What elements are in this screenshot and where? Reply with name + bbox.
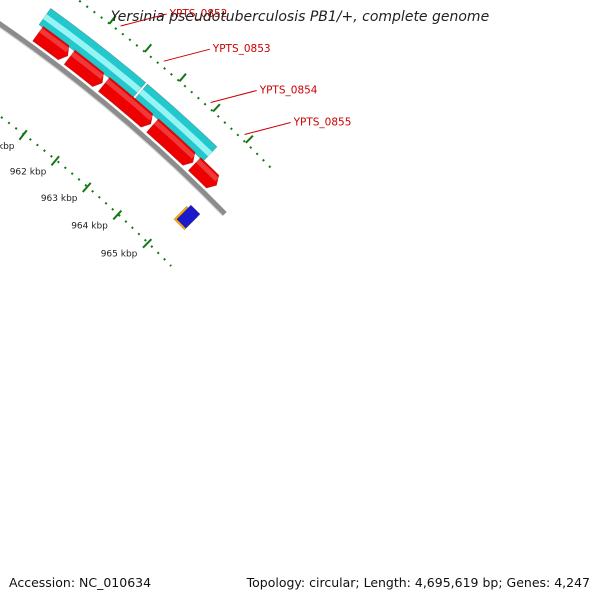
ruler-tick	[142, 238, 153, 249]
ruler-tick	[144, 43, 153, 53]
genome-backbone-highlight	[0, 27, 224, 217]
gene-label[interactable]: YPTS_0853	[212, 43, 271, 55]
ruler-tick	[50, 155, 60, 167]
gene-feature-highlight	[43, 14, 142, 93]
ruler-tick	[212, 103, 221, 113]
genome-summary-text: Topology: circular; Length: 4,695,619 bp…	[246, 575, 590, 590]
gene-YPTS_0855[interactable]	[187, 157, 220, 189]
gene-highlight	[195, 158, 219, 182]
gene-label-leader	[120, 13, 167, 27]
genome-backbone	[0, 21, 227, 216]
ruler-track-outer	[76, 0, 273, 170]
ruler-label: 963 kbp	[41, 194, 78, 204]
accession-text: Accession: NC_010634	[9, 575, 152, 590]
genome-title: Yersinia pseudotuberculosis PB1/+, compl…	[110, 9, 490, 25]
ruler-label: 961 kbp	[0, 142, 15, 152]
ruler-tick	[178, 73, 187, 82]
gene-label-leader	[210, 90, 257, 103]
gene-YPTS_0853[interactable]	[97, 76, 154, 128]
gene-label[interactable]: YPTS_0855	[293, 117, 352, 129]
ruler-tick	[108, 15, 117, 25]
ruler-label: 965 kbp	[101, 250, 138, 260]
gene-highlight	[153, 120, 196, 159]
gene-YPTS_0852[interactable]	[63, 49, 105, 88]
ruler-tick	[245, 134, 254, 144]
ruler-tick	[112, 209, 123, 221]
gene-YPTS_0854[interactable]	[146, 118, 196, 166]
gene-label[interactable]: YPTS_0854	[259, 85, 318, 97]
ruler-tick	[18, 129, 28, 141]
gene-label-leader	[244, 122, 291, 135]
gene-feature-highlight	[139, 89, 213, 157]
gene-YPTS_0851[interactable]	[32, 25, 70, 61]
gene-highlight	[105, 78, 153, 121]
gene-label[interactable]: YPTS_0852	[169, 8, 228, 20]
gene-highlight	[70, 51, 104, 80]
ruler-label: 962 kbp	[10, 168, 47, 178]
gene-highlight	[39, 28, 70, 53]
gene-feature-blue[interactable]	[176, 204, 201, 229]
ruler-tick	[82, 182, 92, 193]
gene-label-leader	[163, 48, 210, 62]
ruler-label: 964 kbp	[71, 221, 108, 231]
